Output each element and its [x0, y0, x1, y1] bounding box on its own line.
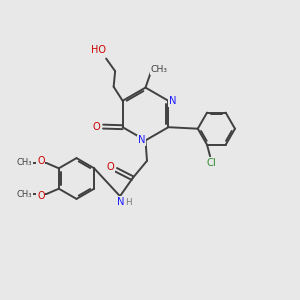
Text: HO: HO	[91, 45, 106, 55]
Text: O: O	[37, 156, 45, 167]
Text: N: N	[117, 197, 124, 207]
Text: N: N	[169, 96, 176, 106]
Text: O: O	[37, 190, 45, 201]
Text: CH₃: CH₃	[17, 190, 32, 199]
Text: CH₃: CH₃	[151, 65, 168, 74]
Text: N: N	[138, 135, 145, 146]
Text: Cl: Cl	[207, 158, 216, 168]
Text: O: O	[93, 122, 101, 132]
Text: CH₃: CH₃	[17, 158, 32, 167]
Text: O: O	[106, 162, 114, 172]
Text: H: H	[125, 198, 132, 207]
